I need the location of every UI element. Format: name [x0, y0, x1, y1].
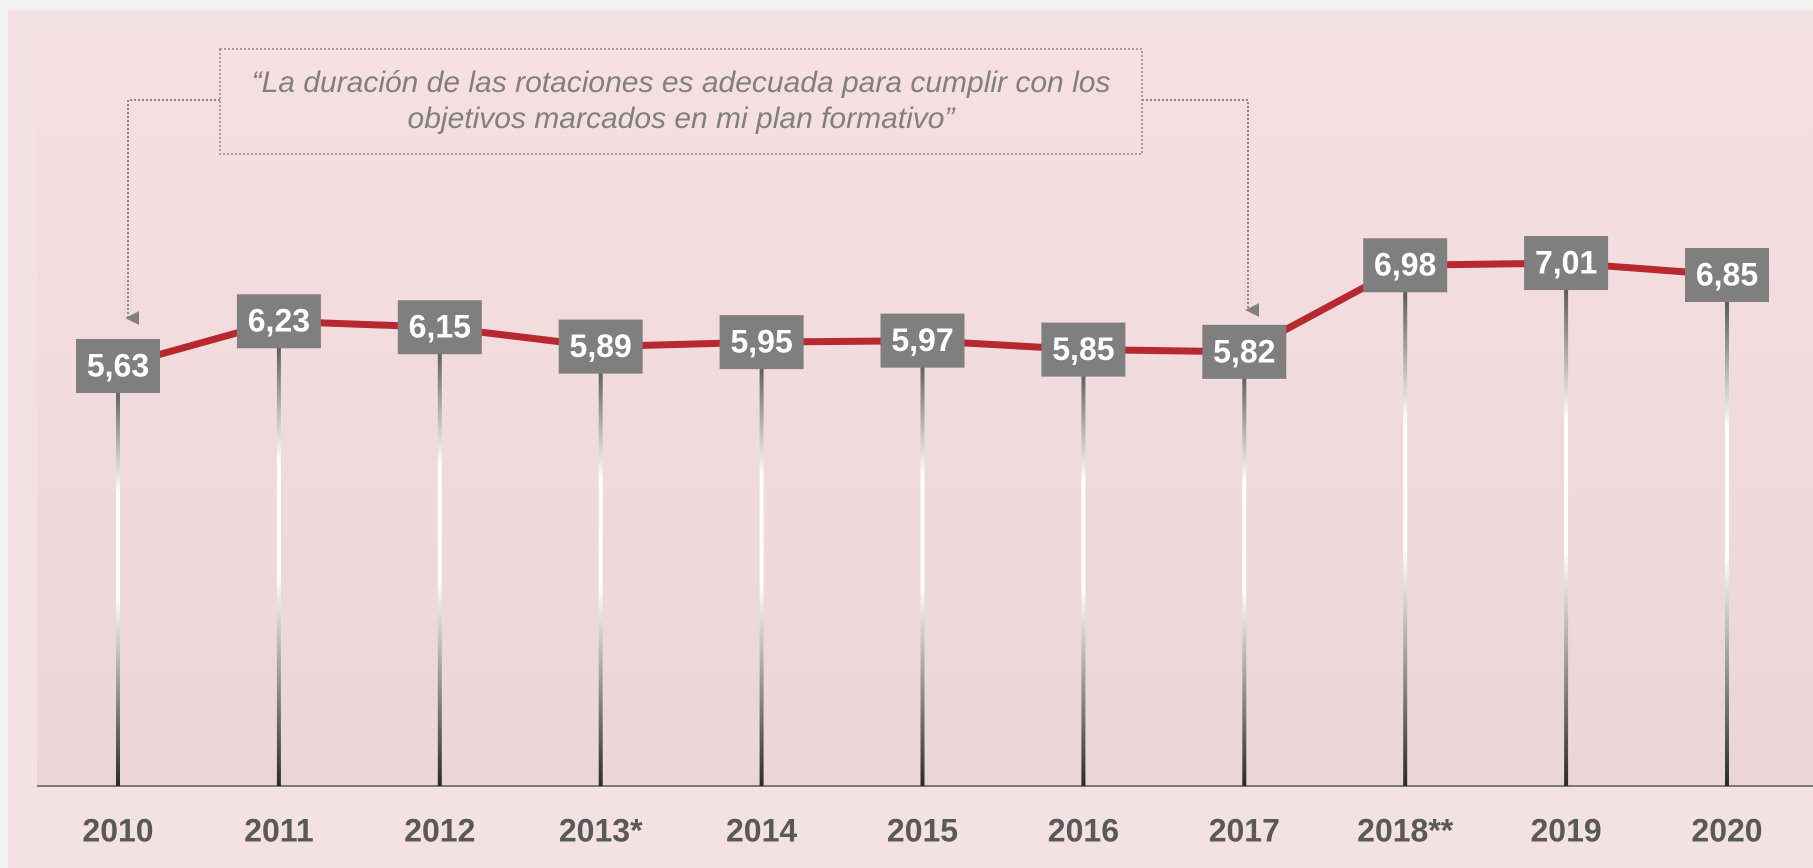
- x-tick-label: 2011: [244, 812, 313, 848]
- x-tick-label: 2019: [1531, 812, 1602, 848]
- label-box: [1041, 322, 1126, 377]
- data-label: 7,01: [1535, 245, 1597, 281]
- drop-line: [759, 342, 764, 786]
- drop-line: [1564, 263, 1569, 787]
- x-tick-label: 2020: [1691, 812, 1762, 848]
- data-label: 6,85: [1696, 256, 1758, 292]
- x-tick-label: 2016: [1048, 812, 1119, 848]
- annotation: objetivos marcados en mi plan formativo”: [408, 102, 957, 135]
- x-tick-label: 2013*: [559, 812, 643, 848]
- annotation-connector: [1142, 99, 1260, 317]
- data-label: 5,95: [730, 324, 792, 360]
- data-label: 5,82: [1213, 333, 1275, 369]
- drop-line: [1242, 351, 1247, 786]
- label-box: [236, 294, 321, 349]
- label-box: [1363, 238, 1448, 293]
- drop-line: [116, 366, 120, 786]
- drop-line: [437, 327, 442, 786]
- drop-line: [920, 340, 925, 786]
- drop-line: [276, 321, 281, 786]
- x-tick-label: 2010: [82, 812, 153, 848]
- drop-line: [598, 346, 603, 786]
- data-label: 5,63: [87, 347, 149, 383]
- label-box: [397, 300, 482, 355]
- x-tick-label: 2015: [887, 812, 958, 848]
- drop-line: [1725, 274, 1729, 786]
- annotation-box: [219, 48, 1143, 155]
- x-tick-label: 2012: [404, 812, 475, 848]
- annotation: “La duración de las rotaciones es adecua…: [252, 66, 1111, 99]
- label-box: [1202, 324, 1287, 379]
- data-label: 6,23: [248, 303, 310, 339]
- x-tick-label: 2017: [1209, 812, 1280, 848]
- label-box: [1685, 247, 1769, 302]
- label-box: [719, 315, 804, 370]
- data-label: 6,98: [1374, 247, 1436, 283]
- data-label: 5,97: [891, 322, 953, 358]
- plot-area: [37, 40, 1813, 786]
- x-tick-label: 2018**: [1357, 812, 1454, 848]
- data-label: 5,89: [570, 328, 632, 364]
- annotation-connector: [125, 99, 220, 325]
- data-label: 5,85: [1052, 331, 1114, 367]
- drop-line: [1081, 349, 1086, 786]
- drop-line: [1403, 265, 1408, 786]
- data-label: 6,15: [409, 309, 471, 345]
- label-box: [880, 313, 965, 368]
- x-tick-label: 2014: [726, 812, 797, 848]
- label-box: [558, 319, 643, 374]
- label-box: [1524, 236, 1609, 291]
- label-box: [76, 339, 160, 394]
